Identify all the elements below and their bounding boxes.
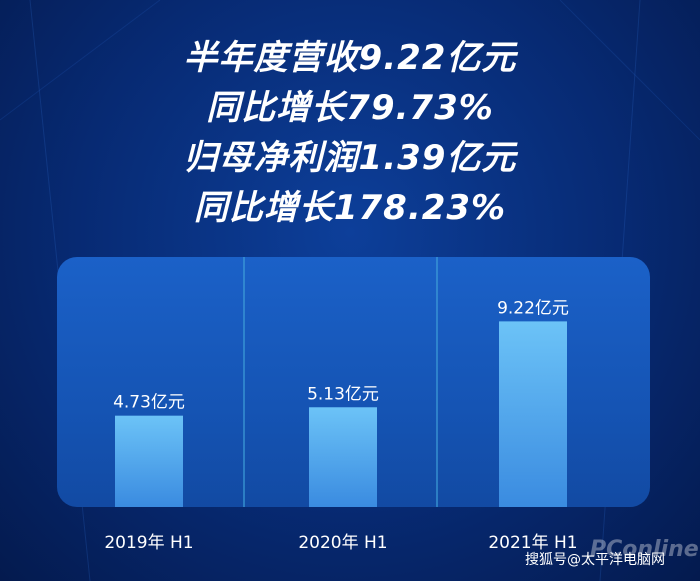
bar bbox=[499, 321, 567, 507]
data-label: 9.22亿元 bbox=[497, 298, 569, 318]
watermark-logo: PConline bbox=[590, 537, 699, 562]
headline-net-profit: 归母净利润1.39亿元 bbox=[183, 138, 517, 178]
category-label: 2020年 H1 bbox=[298, 533, 387, 553]
watermark-text: 搜狐号@太平洋电脑网 bbox=[525, 552, 665, 568]
category-label: 2019年 H1 bbox=[104, 533, 193, 553]
bar bbox=[309, 407, 377, 507]
headline-revenue-growth: 同比增长79.73% bbox=[206, 88, 494, 128]
data-label: 4.73亿元 bbox=[113, 393, 185, 413]
data-label: 5.13亿元 bbox=[307, 384, 379, 404]
headline-profit-growth: 同比增长178.23% bbox=[193, 188, 507, 228]
bar bbox=[115, 415, 183, 507]
headline-revenue: 半年度营收9.22亿元 bbox=[183, 38, 517, 78]
category-label: 2021年 H1 bbox=[488, 533, 577, 553]
